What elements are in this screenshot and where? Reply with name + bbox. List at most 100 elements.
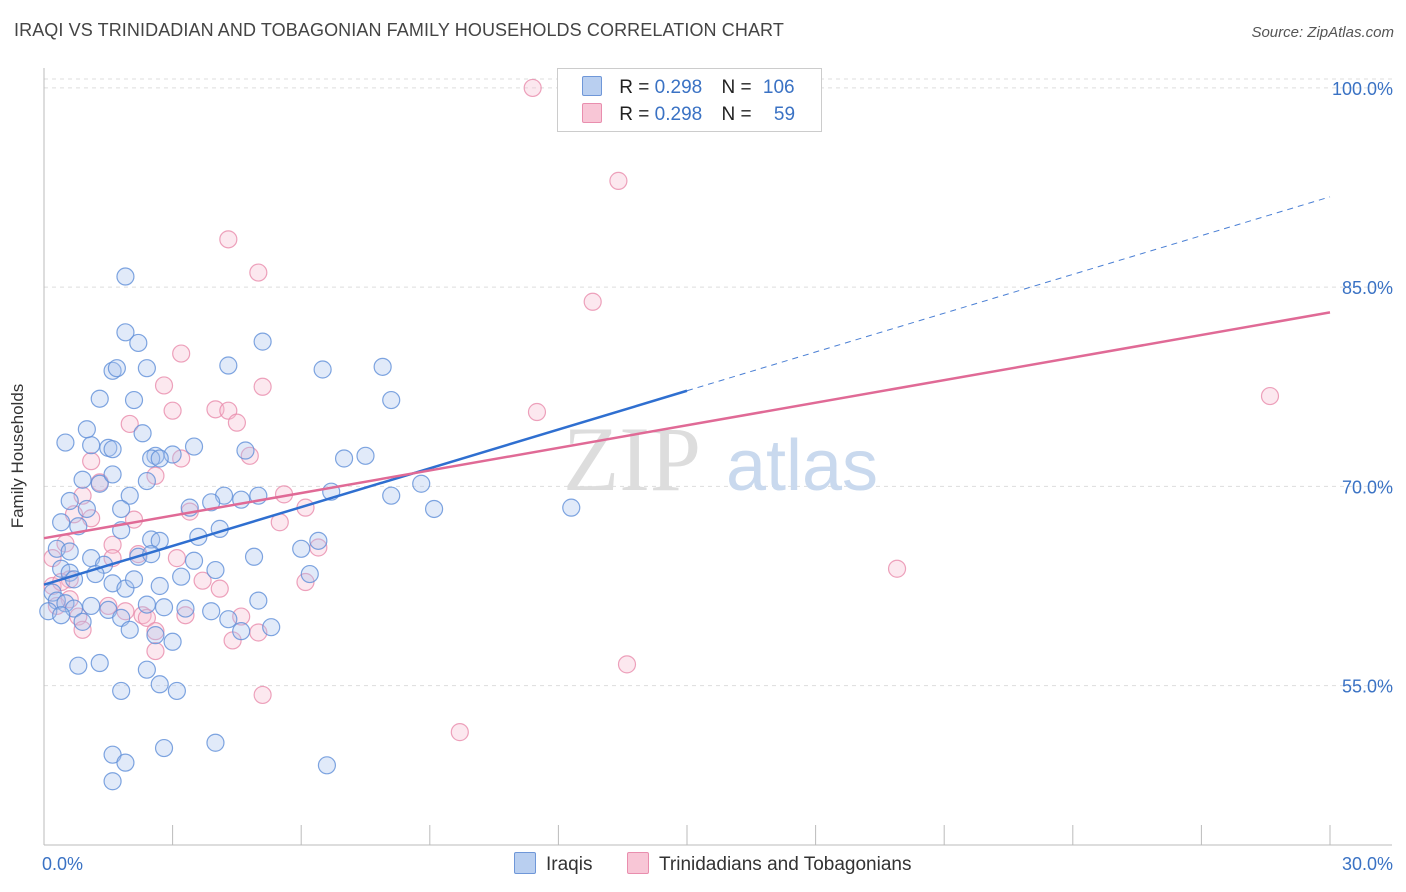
iraqi-point (202, 493, 221, 512)
iraqi-point (154, 738, 174, 758)
iraqi-point (382, 390, 401, 410)
iraqi-point (300, 564, 319, 584)
iraqi-point (412, 474, 431, 493)
trinidadian-point (227, 413, 246, 432)
trinidadian-point (146, 622, 165, 641)
legend-r-value: 0.298 (654, 104, 703, 125)
iraqi-point (172, 567, 191, 586)
iraqi-point (116, 267, 135, 286)
y-tick-label: 70.0% (1342, 477, 1393, 497)
trinidadian-trend-line (43, 311, 1331, 540)
iraqi-point (120, 620, 139, 639)
legend-swatch-iraqis (514, 852, 536, 874)
iraqi-point (90, 474, 109, 493)
iraqi-point (150, 576, 169, 596)
trinidadian-point (219, 230, 238, 249)
iraqi-point (382, 486, 401, 505)
trend-lines (43, 196, 1331, 586)
iraqi-point (77, 499, 96, 519)
trinidadian-point (120, 414, 139, 434)
iraqi-point (262, 618, 281, 637)
iraqi-point (232, 622, 251, 641)
iraqi-point (133, 424, 152, 443)
iraqi-point (150, 449, 169, 468)
trinidadian-point (146, 641, 165, 661)
iraqi-point (150, 675, 169, 694)
legend-n-value: 106 (762, 77, 795, 98)
iraqi-point (236, 441, 255, 460)
iraqi-point (292, 539, 311, 558)
legend-swatch-trinidadians (582, 103, 602, 123)
iraqi-point (202, 602, 221, 621)
trinidadian-point (172, 344, 191, 363)
iraqi-point (244, 547, 264, 566)
trinidadian-point (154, 376, 174, 395)
stats-legend: R = 0.298 N = 106 R = 0.298 N = 59 (557, 68, 822, 132)
iraqi-point (137, 595, 156, 614)
trinidadian-point (103, 535, 122, 554)
iraqi-point (52, 513, 71, 532)
trinidadian-point (210, 579, 229, 598)
iraqi-point (129, 333, 148, 353)
watermark: ZIP atlas (563, 408, 878, 510)
trinidadian-point (253, 377, 272, 396)
grid-lines (44, 78, 1392, 687)
legend-row-iraqis: R = 0.298 N = 106 (582, 76, 795, 98)
watermark-atlas: atlas (726, 426, 878, 506)
trinidadian-point (167, 549, 186, 568)
iraqi-point (82, 596, 101, 616)
iraqi-point (124, 390, 144, 410)
legend-swatch-iraqis (582, 76, 602, 96)
iraqi-point (107, 359, 126, 378)
tick-labels: 55.0% 70.0% 85.0% 100.0% 0.0% 30.0% (42, 79, 1393, 874)
iraqi-point (373, 357, 392, 376)
trinidadian-point (163, 401, 182, 420)
iraqi-point (309, 531, 328, 550)
iraqi-point (137, 471, 156, 491)
iraqi-point (176, 599, 195, 618)
iraqi-point (219, 610, 238, 629)
watermark-zip: ZIP (563, 408, 701, 510)
legend-item-trinidadians[interactable]: Trinidadians and Tobagonians (627, 852, 911, 876)
legend-label-iraqis: Iraqis (546, 854, 593, 875)
iraqi-point (73, 470, 92, 489)
iraqi-point (184, 551, 204, 570)
legend-n-label: N = (721, 77, 752, 98)
iraqi-point (52, 606, 71, 625)
trinidadian-point (193, 571, 212, 590)
iraqi-point (112, 499, 131, 519)
iraqi-point (313, 360, 332, 379)
y-axis-label: Family Households (8, 383, 27, 529)
iraqi-point (103, 440, 122, 459)
iraqi-point (154, 598, 174, 617)
iraqi-point (167, 681, 186, 701)
legend-label-trinidadians: Trinidadians and Tobagonians (659, 854, 912, 875)
iraqi-point (137, 359, 156, 378)
iraqi-point (90, 653, 109, 673)
legend-n-value: 59 (773, 104, 796, 125)
iraqi-trend-line (43, 389, 688, 586)
trinidadian-point (253, 685, 272, 705)
iraqi-point (334, 449, 354, 468)
trinidadian-point (137, 608, 156, 627)
iraqi-point (120, 486, 139, 505)
trinidadian-point (176, 606, 195, 625)
chart-title: IRAQI VS TRINIDADIAN AND TOBAGONIAN FAMI… (14, 20, 784, 40)
iraqi-point (112, 681, 131, 701)
y-tick-label: 85.0% (1342, 278, 1393, 298)
y-tick-label: 100.0% (1332, 79, 1393, 99)
iraqi-point (253, 332, 272, 351)
iraqi-point (206, 733, 225, 752)
legend-item-iraqis[interactable]: Iraqis (514, 852, 592, 876)
legend-n-label: N = (721, 104, 752, 125)
iraqi-point (146, 626, 165, 645)
legend-swatch-trinidadians (627, 852, 649, 874)
y-tick-label: 55.0% (1342, 677, 1393, 697)
iraqi-point (219, 356, 238, 375)
axes (43, 68, 1392, 846)
iraqi-point (52, 559, 71, 578)
iraqi-point (184, 437, 204, 456)
x-tick-label: 30.0% (1342, 854, 1393, 874)
trinidadian-point (609, 171, 628, 190)
